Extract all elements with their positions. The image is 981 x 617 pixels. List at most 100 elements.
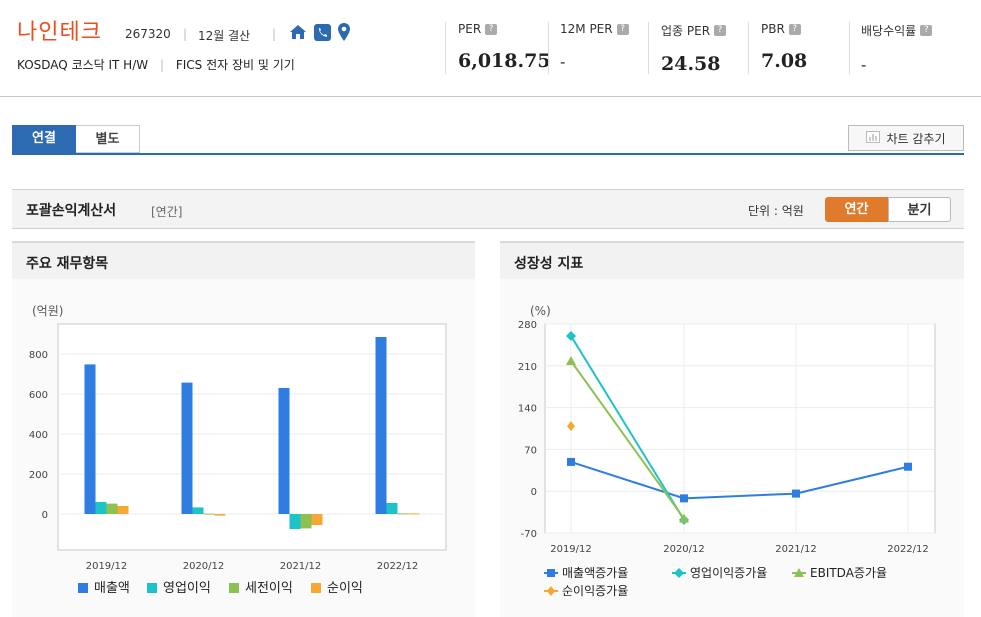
- separator: |: [272, 27, 277, 41]
- x-tick-label: 2019/12: [550, 544, 592, 555]
- data-point: [794, 568, 804, 577]
- y-tick-label: 280: [518, 320, 537, 331]
- data-point: [567, 421, 575, 432]
- right-panel-title: 성장성 지표: [514, 256, 584, 272]
- quarter-button[interactable]: 분기: [888, 197, 951, 222]
- x-tick-label: 2021/12: [775, 544, 817, 555]
- section-title: 포괄손익계산서: [26, 203, 117, 219]
- metric-per: PER? 6,018.75: [458, 22, 551, 72]
- location-pin-icon[interactable]: [338, 23, 350, 44]
- y-tick-label: 200: [29, 470, 48, 481]
- annual-button[interactable]: 연간: [825, 197, 888, 222]
- help-icon[interactable]: ?: [616, 23, 629, 35]
- x-tick-label: 2022/12: [887, 544, 929, 555]
- company-links: [289, 23, 350, 44]
- legend-swatch: [311, 583, 321, 593]
- x-tick-label: 2020/12: [663, 544, 705, 555]
- chart-toggle-icon: [866, 130, 881, 146]
- settlement-month: 12월 결산: [198, 29, 251, 43]
- data-point: [547, 586, 555, 596]
- x-tick-label: 2022/12: [377, 561, 419, 572]
- separator: |: [159, 58, 164, 72]
- bar: [214, 514, 226, 516]
- fics-label: FICS 전자 장비 및 기기: [175, 58, 295, 72]
- bar-chart: (억원) 0 200 400 600 800 2019/12 2020/12 2021/12 20…: [29, 304, 447, 596]
- metric-label: 배당수익률: [861, 24, 917, 38]
- bar: [181, 382, 193, 514]
- left-panel-title: 주요 재무항목: [26, 256, 109, 272]
- divider: [748, 22, 749, 74]
- bar: [375, 337, 387, 514]
- bar: [106, 503, 118, 514]
- legend-label: 영업이익증가율: [690, 566, 767, 580]
- data-point: [566, 330, 576, 341]
- bar: [311, 514, 323, 525]
- data-point: [679, 513, 689, 523]
- separator: |: [183, 27, 188, 41]
- bar: [386, 503, 398, 514]
- x-tick-label: 2021/12: [280, 561, 322, 572]
- series-line: [570, 335, 685, 521]
- divider: [445, 22, 446, 74]
- metric-12m-per: 12M PER? -: [560, 22, 629, 71]
- y-unit-label: (억원): [32, 304, 63, 318]
- data-point: [680, 494, 688, 503]
- legend-swatch: [147, 583, 157, 593]
- unit-label: 단위 : 억원: [748, 204, 804, 218]
- series-line: [570, 460, 909, 500]
- market-info: KOSDAQ 코스닥 IT H/W | FICS 전자 장비 및 기기: [17, 56, 295, 73]
- bar: [192, 507, 204, 514]
- bar: [95, 502, 107, 514]
- legend-swatch: [229, 583, 239, 593]
- bar: [117, 506, 129, 514]
- y-tick-label: 800: [29, 350, 48, 361]
- legend-label: 순이익증가율: [562, 584, 628, 598]
- y-unit-label: (%): [530, 304, 551, 318]
- bar: [397, 513, 409, 515]
- help-icon[interactable]: ?: [920, 25, 933, 36]
- legend-label: EBITDA증가율: [810, 566, 887, 580]
- section-subtitle: [연간]: [151, 205, 183, 219]
- hide-chart-button[interactable]: 차트 감추기: [848, 125, 964, 151]
- metric-value: 7.08: [761, 50, 808, 72]
- legend-label: 영업이익: [163, 581, 211, 596]
- plot-area: [544, 323, 936, 534]
- tab-separate[interactable]: 별도: [76, 125, 140, 153]
- tab-consolidated[interactable]: 연결: [12, 125, 76, 153]
- data-point: [674, 568, 684, 578]
- metric-label: PBR: [761, 22, 785, 36]
- line-chart: (%) -70 0 70 140 210 280 2019/12 2020/12 2021/12 2…: [518, 304, 936, 598]
- tab-underline: [12, 153, 964, 155]
- metric-dividend-yield: 배당수익률? -: [861, 22, 933, 74]
- help-icon[interactable]: ?: [788, 23, 801, 35]
- legend-label: 매출액: [94, 581, 130, 596]
- plot-area: [57, 323, 447, 551]
- phone-icon[interactable]: [314, 23, 331, 44]
- metric-label: 업종 PER: [661, 24, 711, 38]
- data-point: [547, 569, 555, 577]
- metric-value: -: [560, 53, 566, 71]
- y-tick-label: -70: [521, 529, 537, 540]
- help-icon[interactable]: ?: [485, 23, 498, 35]
- help-icon[interactable]: ?: [714, 25, 727, 36]
- company-code: 267320: [125, 27, 171, 41]
- y-tick-label: 400: [29, 430, 48, 441]
- home-icon[interactable]: [289, 24, 307, 43]
- legend-swatch: [78, 583, 88, 593]
- y-tick-label: 0: [531, 487, 537, 498]
- divider: [548, 22, 549, 74]
- right-panel-header: [500, 241, 964, 279]
- bar: [289, 514, 301, 529]
- hide-chart-label: 차트 감추기: [886, 131, 946, 146]
- y-tick-label: 140: [518, 404, 537, 415]
- metric-label: PER: [458, 22, 482, 36]
- divider: [849, 22, 850, 74]
- data-point: [566, 356, 576, 366]
- market-label: KOSDAQ 코스닥 IT H/W: [17, 58, 149, 72]
- bar: [203, 513, 215, 515]
- bar: [300, 514, 312, 529]
- section-bar: [12, 189, 964, 229]
- divider: [648, 22, 649, 74]
- data-point: [792, 489, 800, 498]
- metric-value: 24.58: [661, 53, 721, 75]
